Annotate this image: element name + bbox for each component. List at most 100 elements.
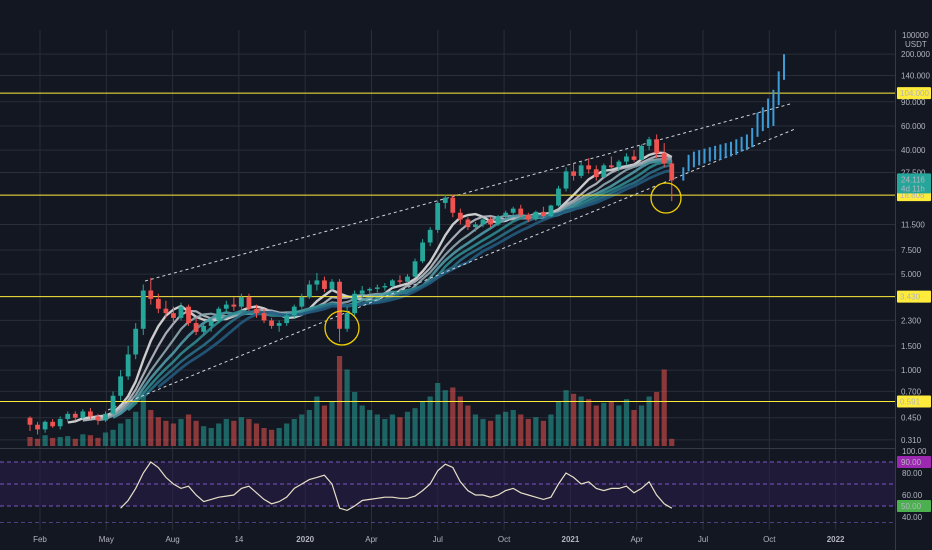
ma-ribbon-line	[157, 168, 673, 389]
volume-bar	[140, 396, 146, 446]
time-tick-label: 14	[234, 535, 243, 544]
volume-bar	[420, 401, 426, 446]
volume-bar	[193, 420, 199, 446]
volume-bar	[503, 411, 509, 446]
countdown-label: 4d 11h	[901, 184, 925, 193]
volume-bar	[661, 369, 667, 446]
candle-body	[57, 419, 63, 427]
volume-bar	[638, 405, 645, 446]
candle-body	[171, 313, 176, 318]
rsi-tick-label: 100.00	[902, 447, 927, 456]
volume-bar	[367, 410, 373, 446]
candle-body	[231, 304, 237, 307]
candle-body	[563, 171, 569, 189]
rsi-tag-box	[897, 500, 931, 512]
currency-label: USDT	[905, 40, 927, 49]
rsi-tick-label: 80.00	[902, 469, 923, 478]
volume-bar	[465, 405, 471, 446]
candle-body	[382, 285, 388, 288]
candle-body	[624, 156, 629, 162]
candle-body	[473, 224, 478, 228]
channel-lower-line	[107, 128, 796, 411]
volume-bar	[654, 392, 660, 446]
candle-body	[291, 306, 297, 316]
candle-body	[578, 165, 584, 176]
volume-bar	[118, 423, 124, 446]
candle-body	[284, 315, 290, 324]
candle-body	[548, 205, 554, 217]
price-tag-label: 3.430	[900, 293, 921, 302]
volume-bar	[95, 437, 101, 446]
candle-body	[669, 163, 675, 181]
candle-body	[586, 165, 592, 170]
volume-bar	[352, 392, 358, 446]
volume-bar	[284, 423, 290, 446]
candle-body	[639, 145, 644, 160]
candle-body	[65, 413, 71, 420]
volume-bar	[548, 414, 554, 446]
candle-body	[276, 323, 282, 326]
volume-bar	[178, 419, 184, 446]
price-tick-label: 40.000	[901, 146, 926, 155]
candle-body	[322, 280, 327, 289]
volume-bar	[65, 436, 71, 446]
volume-bar	[216, 423, 222, 446]
volume-bar	[42, 435, 48, 446]
volume-bar	[555, 401, 562, 446]
volume-bar	[133, 411, 139, 446]
rsi-band-label: 50.00	[901, 502, 922, 511]
candle-body	[50, 421, 56, 427]
volume-bar	[427, 396, 433, 446]
candle-body	[27, 417, 33, 425]
candle-body	[405, 276, 410, 282]
candle-body	[223, 304, 229, 309]
volume-bar	[397, 417, 403, 446]
ma-ribbon-line	[67, 151, 673, 424]
candle-body	[118, 376, 123, 396]
time-tick-label: Aug	[165, 535, 179, 544]
time-tick-label: Oct	[498, 535, 511, 544]
volume-bar	[269, 429, 275, 446]
price-tag-box	[897, 290, 931, 303]
volume-bar	[102, 432, 109, 446]
candle-body	[306, 284, 312, 298]
candle-body	[518, 208, 524, 215]
candle-body	[246, 297, 252, 309]
volume-bar	[518, 414, 524, 446]
volume-bar	[57, 437, 63, 446]
time-tick-label: Feb	[33, 535, 47, 544]
candle-body	[533, 211, 539, 220]
candle-body	[525, 214, 531, 220]
candle-body	[503, 212, 509, 217]
candle-body	[261, 313, 267, 321]
candle-body	[42, 421, 48, 430]
volume-bar	[155, 417, 161, 446]
candle-body	[140, 290, 146, 329]
volume-bar	[201, 426, 207, 446]
candle-body	[201, 325, 207, 332]
candle-body	[163, 308, 169, 314]
volume-bar	[208, 428, 214, 446]
price-tick-label: 1.000	[901, 366, 922, 375]
time-tick-label: Oct	[763, 535, 776, 544]
volume-bar	[314, 396, 320, 446]
time-axis-bg	[0, 530, 895, 550]
volume-bar	[72, 438, 78, 446]
highlight-circle	[324, 310, 360, 346]
time-tick-label: 2021	[562, 535, 580, 544]
candle-body	[601, 165, 607, 177]
candle-body	[593, 169, 599, 177]
candle-body	[510, 208, 516, 213]
candle-body	[480, 219, 486, 225]
time-tick-label: Apr	[365, 535, 378, 544]
candle-body	[654, 139, 660, 154]
candle-body	[103, 413, 108, 421]
time-tick-label: Jul	[698, 535, 708, 544]
candle-body	[110, 395, 116, 414]
price-tag-label: 104.000	[900, 89, 929, 98]
volume-bar	[442, 390, 448, 446]
price-tick-label: 1.500	[901, 342, 922, 351]
volume-bar	[185, 414, 192, 446]
volume-bar	[601, 402, 607, 446]
candle-body	[148, 290, 154, 299]
